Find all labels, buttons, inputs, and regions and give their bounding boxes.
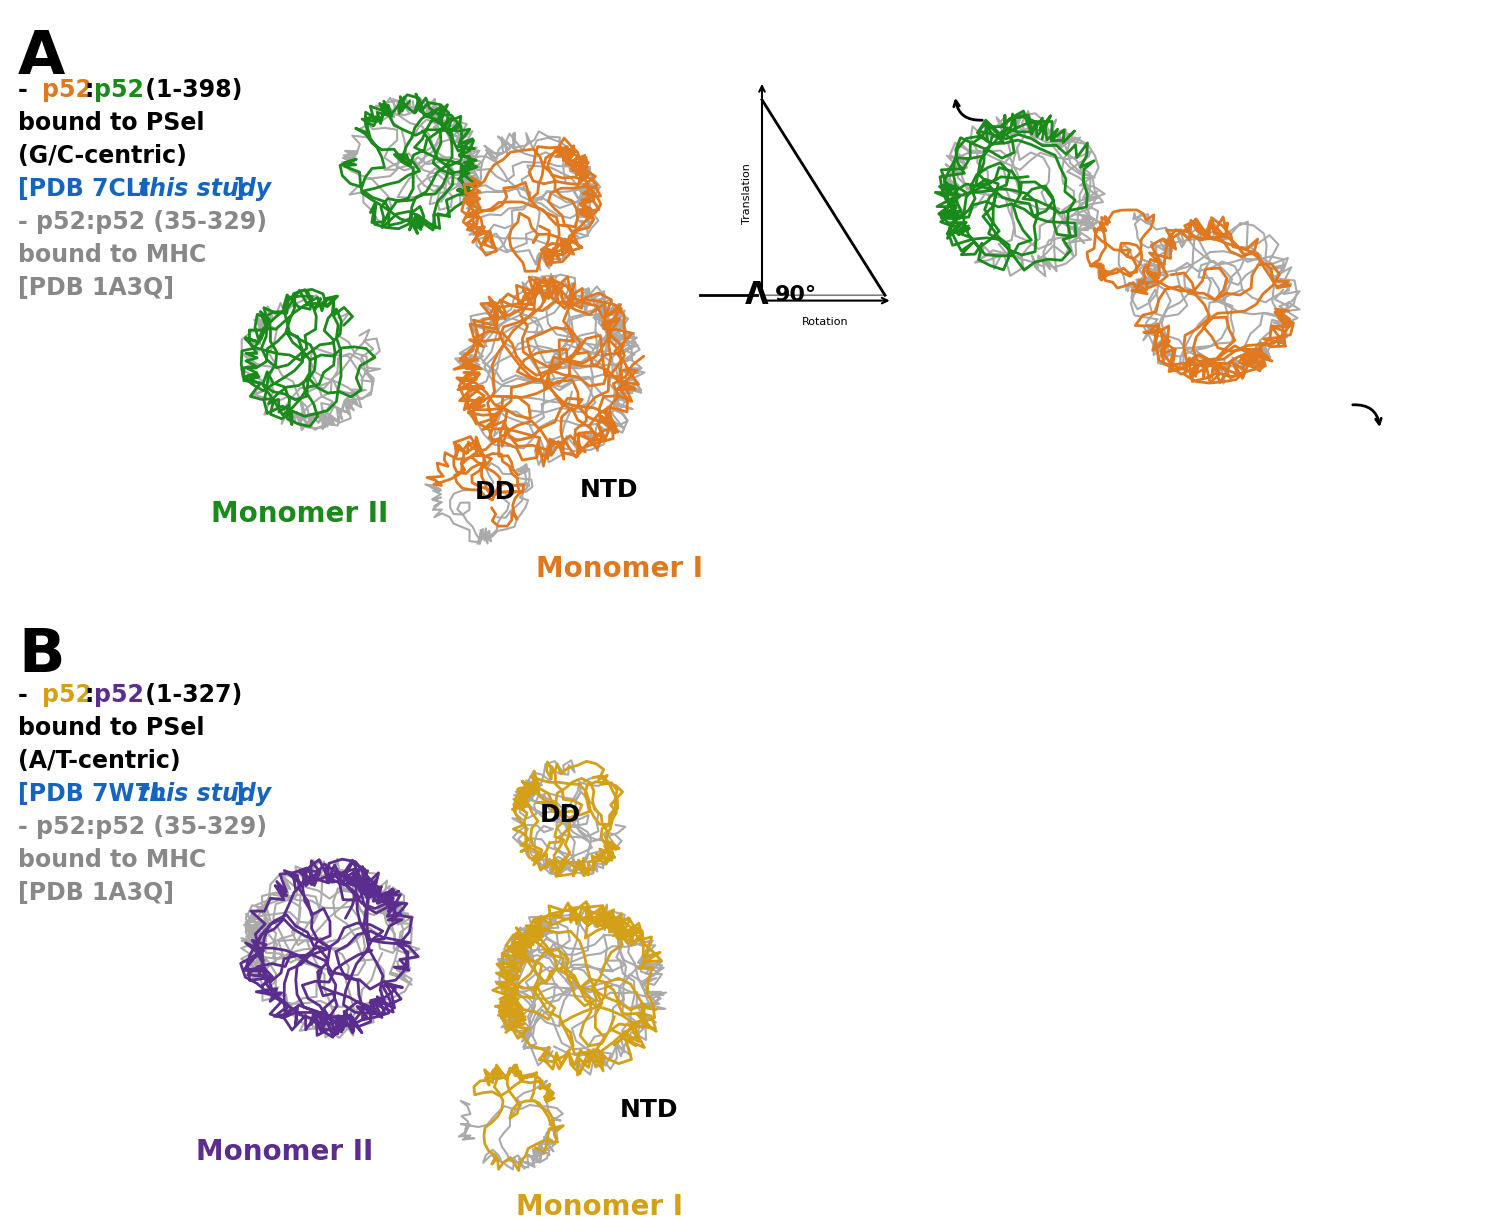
Text: p52: p52 [94,78,144,102]
Text: NTD: NTD [580,478,639,501]
Text: p52: p52 [42,683,92,707]
Text: NTD: NTD [620,1098,678,1122]
Text: Translation: Translation [742,163,753,224]
Text: this study: this study [138,783,272,806]
Text: - p52:p52 (35-329): - p52:p52 (35-329) [18,815,267,839]
Text: Monomer I: Monomer I [516,1193,684,1217]
Text: -: - [18,78,36,102]
Text: (1-327): (1-327) [136,683,243,707]
Text: [PDB 1A3Q]: [PDB 1A3Q] [18,276,174,301]
Text: B: B [18,626,64,685]
Text: bound to MHC: bound to MHC [18,848,206,873]
Text: ]: ] [232,176,243,201]
Text: :: : [84,78,93,102]
Text: ]: ] [232,783,243,806]
Text: p52: p52 [42,78,92,102]
Text: (A/T-centric): (A/T-centric) [18,748,180,773]
Text: p52: p52 [94,683,144,707]
Text: [PDB 7CLI: [PDB 7CLI [18,176,158,201]
Text: (G/C-centric): (G/C-centric) [18,144,188,168]
Text: Monomer II: Monomer II [196,1138,374,1166]
Text: Λ: Λ [746,280,770,309]
Text: Monomer II: Monomer II [211,500,388,528]
Text: Rotation: Rotation [801,318,849,327]
Text: DD: DD [540,803,582,828]
Text: bound to MHC: bound to MHC [18,243,206,267]
Text: [PDB 7W7L: [PDB 7W7L [18,783,174,806]
Text: bound to PSel: bound to PSel [18,111,204,135]
Text: A: A [18,28,66,86]
Text: DD: DD [476,479,516,504]
Text: - p52:p52 (35-329): - p52:p52 (35-329) [18,211,267,234]
Text: :: : [84,683,93,707]
Text: 90°: 90° [776,285,818,305]
Text: bound to PSel: bound to PSel [18,716,204,740]
Text: this study: this study [138,176,272,201]
Text: [PDB 1A3Q]: [PDB 1A3Q] [18,881,174,905]
Text: (1-398): (1-398) [136,78,243,102]
Text: Monomer I: Monomer I [537,555,704,583]
Text: -: - [18,683,36,707]
